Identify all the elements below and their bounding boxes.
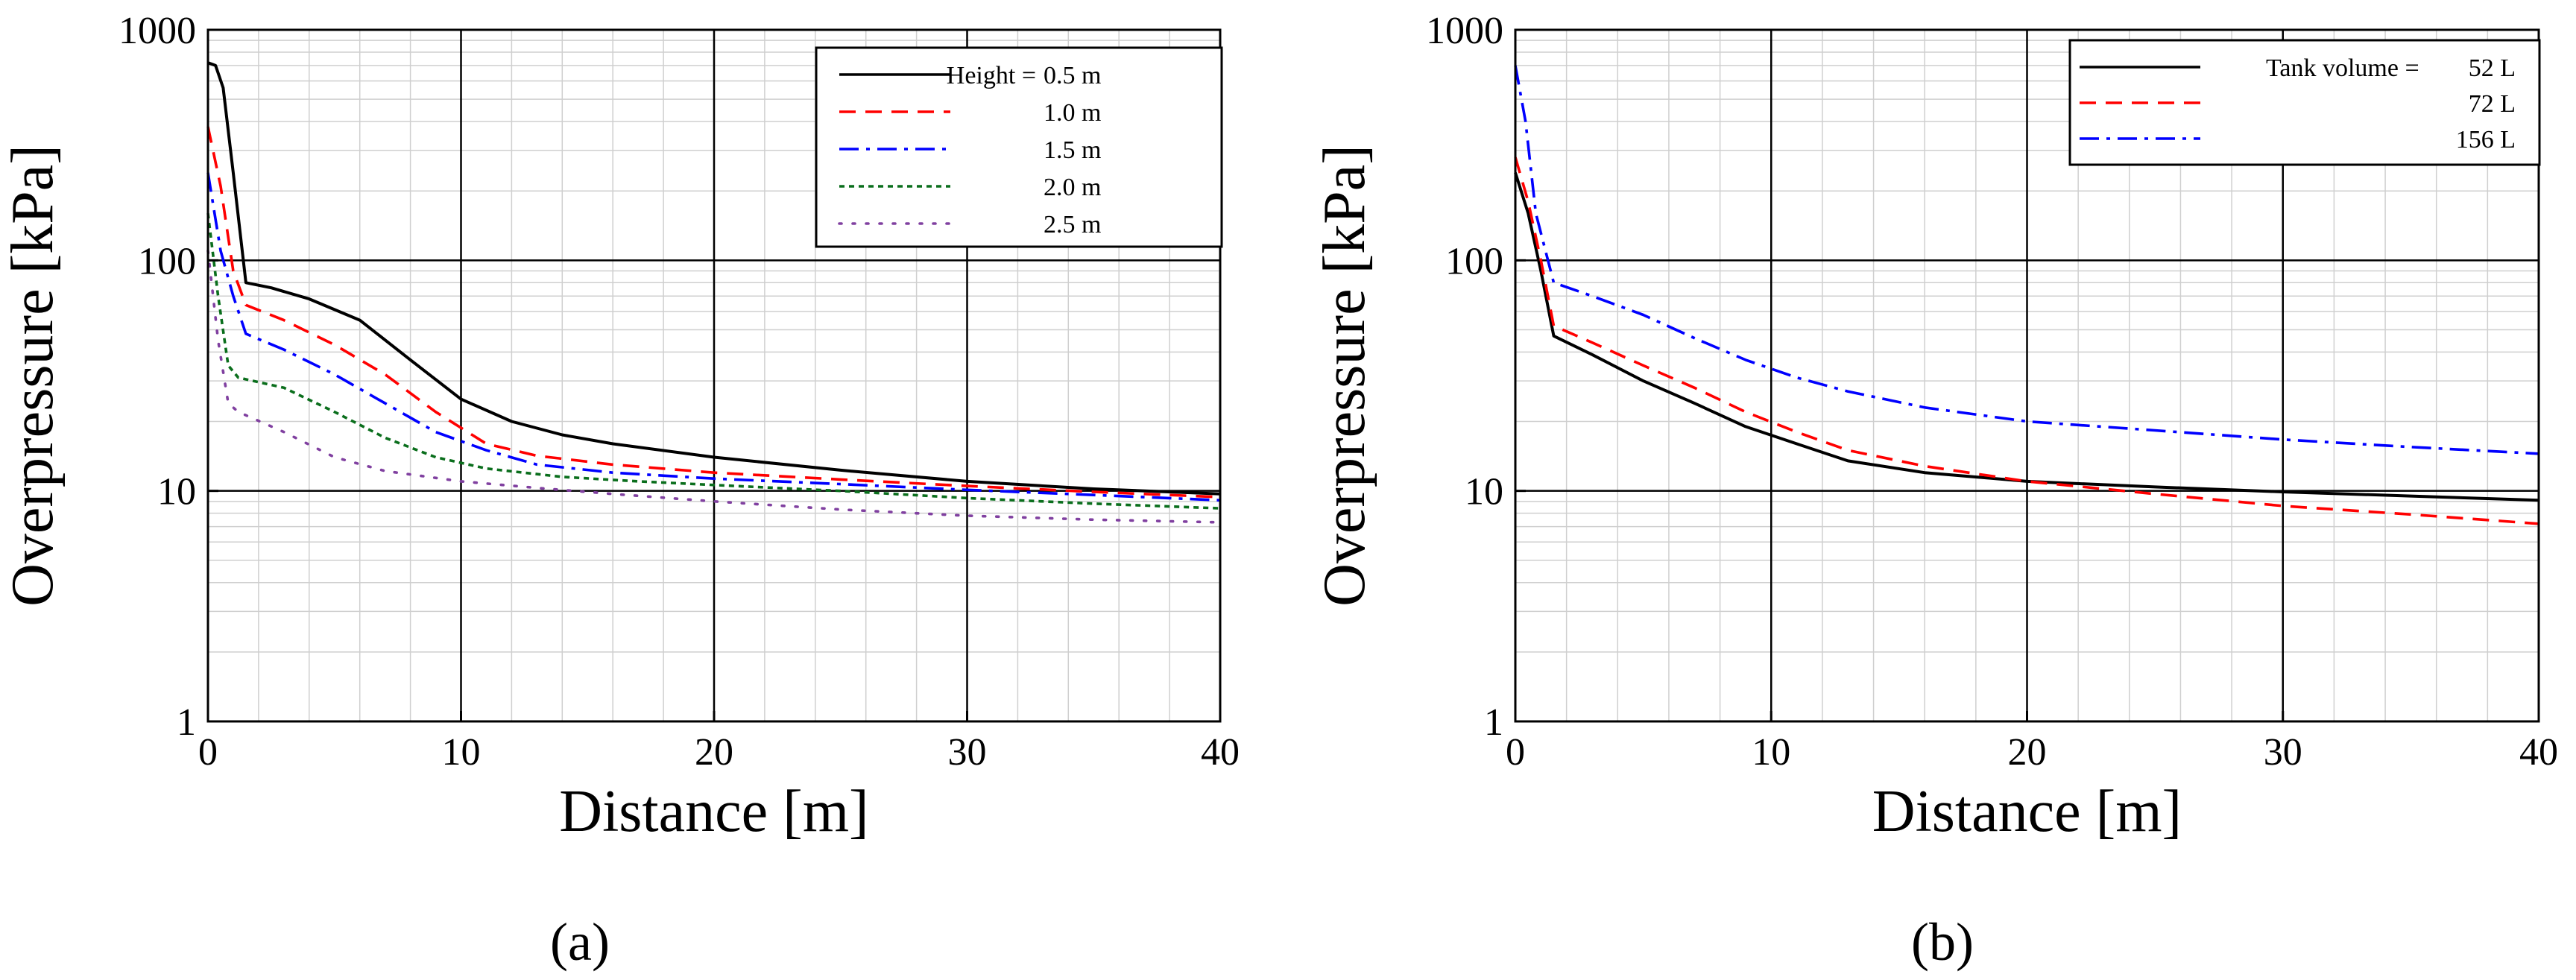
legend-label: 0.5 m — [1044, 62, 1101, 89]
y-tick-label: 100 — [138, 240, 196, 282]
legend-box — [815, 46, 1223, 248]
x-axis-title: Distance [m] — [559, 779, 868, 844]
x-tick-label: 0 — [1506, 731, 1525, 774]
y-tick-label: 1000 — [1426, 10, 1503, 52]
legend: Height = 0.5 m 1.0 m 1.5 m 2.0 m 2.5 m — [815, 46, 1223, 248]
panel-label: (a) — [550, 912, 610, 972]
y-tick-label: 100 — [1445, 240, 1503, 282]
x-tick-label: 20 — [2008, 731, 2047, 774]
x-tick-label: 20 — [695, 731, 733, 774]
x-tick-label: 10 — [442, 731, 481, 774]
series-group — [206, 61, 1222, 524]
legend-prefix: Tank volume = — [2266, 54, 2419, 82]
series-line-0-5-m — [207, 61, 1221, 496]
x-tick-label: 40 — [1201, 731, 1240, 774]
series-line-1-0-m — [206, 126, 1221, 499]
legend-label: 1.0 m — [1044, 99, 1101, 127]
legend-label: 2.0 m — [1044, 174, 1101, 201]
legend-label: 52 L — [2469, 54, 2516, 82]
y-tick-label: 10 — [1465, 471, 1503, 513]
legend-label: 1.5 m — [1044, 136, 1101, 164]
major-grid — [1515, 30, 2539, 721]
chart-panel-a: 0 10 20 30 40 1 10 100 1000 Distance [m] Overpress… — [0, 10, 1240, 972]
x-tick-label: 10 — [1752, 731, 1790, 774]
y-tick-label: 10 — [157, 471, 196, 513]
y-tick-label: 1000 — [119, 10, 196, 52]
y-tick-label: 1 — [177, 701, 196, 744]
chart-panel-b: 0 10 20 30 40 1 10 100 1000 Distance [m] Overpress… — [1312, 10, 2558, 972]
panel-label: (b) — [1911, 912, 1974, 972]
x-tick-label: 30 — [2264, 731, 2302, 774]
series-line-1-5-m — [206, 172, 1221, 502]
legend-label: 2.5 m — [1044, 211, 1101, 238]
legend-label: 156 L — [2456, 126, 2516, 154]
series-group — [1514, 65, 2539, 525]
series-line-52-L — [1514, 172, 2539, 502]
y-axis-title: Overpressure [kPa] — [0, 145, 66, 607]
x-tick-label: 30 — [948, 731, 987, 774]
series-line-2-5-m — [206, 249, 1222, 524]
legend-prefix: Height = — [947, 62, 1036, 89]
series-line-72-L — [1514, 157, 2539, 525]
y-axis-title: Overpressure [kPa] — [1312, 145, 1377, 607]
legend-label: 72 L — [2469, 90, 2516, 118]
x-tick-label: 40 — [2519, 731, 2558, 774]
series-line-2-0-m — [206, 212, 1221, 510]
y-tick-label: 1 — [1484, 701, 1503, 744]
x-axis-title: Distance [m] — [1872, 779, 2182, 844]
x-tick-label: 0 — [198, 731, 218, 774]
legend: Tank volume = 52 L 72 L 156 L — [2068, 39, 2541, 166]
